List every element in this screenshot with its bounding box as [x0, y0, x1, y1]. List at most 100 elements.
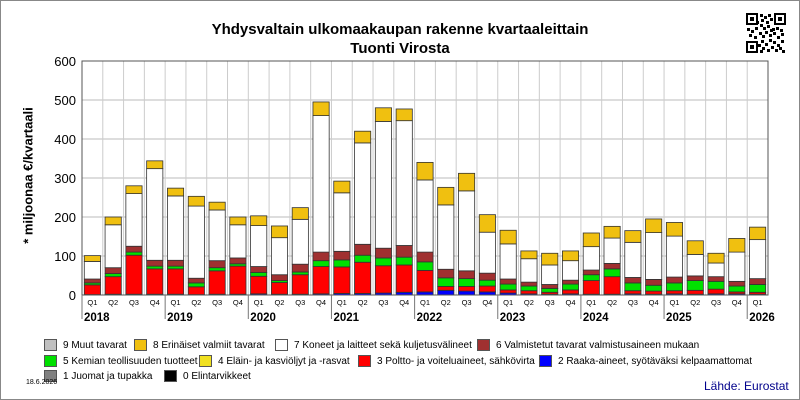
bar-segment — [499, 283, 517, 291]
bar-segment — [374, 265, 392, 294]
bar-segment — [562, 250, 580, 262]
bar-segment — [187, 195, 205, 207]
bar-segment — [208, 267, 226, 272]
bar-segment — [104, 273, 122, 278]
qr-code-icon — [746, 13, 786, 53]
bar-segment — [749, 278, 767, 285]
x-tick-label: Q2 — [441, 298, 451, 307]
bar-segment — [250, 266, 268, 273]
bar-segment — [499, 229, 517, 245]
bar-segment — [749, 239, 767, 280]
x-tick-label: Q2 — [191, 298, 201, 307]
chart-title: Yhdysvaltain ulkomaakaupan rakenne kvart… — [160, 20, 640, 58]
year-label: 2019 — [167, 312, 193, 324]
bar-segment — [167, 187, 185, 197]
bar-segment — [520, 281, 538, 287]
bar-segment — [624, 230, 642, 243]
legend-label: 2 Raaka-aineet, syötäväksi kelpaamattoma… — [558, 355, 752, 367]
bar-segment — [187, 282, 205, 288]
bar-segment — [458, 270, 476, 280]
bar-segment — [665, 290, 683, 295]
year-label: 2018 — [84, 312, 110, 324]
y-tick-label: 0 — [69, 288, 76, 303]
bar-segment — [707, 276, 725, 282]
bar-segment — [582, 280, 600, 295]
x-tick-label: Q3 — [295, 298, 305, 307]
bar-segment — [499, 243, 517, 280]
bar-segment — [146, 160, 164, 170]
bar-segment — [146, 259, 164, 267]
bar-segment — [354, 243, 372, 256]
bar-segment — [187, 286, 205, 296]
bar-segment — [520, 285, 538, 292]
legend-item: 2 Raaka-aineet, syötäväksi kelpaamattoma… — [539, 355, 752, 367]
bar-segment — [582, 246, 600, 271]
bar-segment — [125, 185, 143, 195]
bar-segment — [250, 215, 268, 226]
bar-segment — [582, 274, 600, 281]
bar-segment — [624, 282, 642, 292]
bar-segment — [312, 260, 330, 267]
bar-segment — [208, 260, 226, 269]
x-tick-label: Q1 — [254, 298, 264, 307]
legend-label: 3 Poltto- ja voiteluaineet, sähkövirta — [377, 355, 535, 367]
bar-segment — [603, 225, 621, 239]
bar-segment — [83, 284, 101, 296]
bar-segment — [541, 287, 559, 293]
bar-segment — [458, 190, 476, 272]
bar-segment — [458, 278, 476, 287]
bar-segment — [167, 268, 185, 295]
legend-label: 5 Kemian teollisuuden tuotteet — [63, 355, 198, 367]
x-tick-label: Q2 — [524, 298, 534, 307]
bar-segment — [416, 251, 434, 263]
bar-segment — [270, 282, 288, 295]
bar-segment — [458, 290, 476, 296]
legend-label: 0 Elintarvikkeet — [183, 370, 251, 382]
bar-segment — [458, 286, 476, 292]
bar-segment — [603, 237, 621, 264]
bar-segment — [624, 290, 642, 295]
legend-swatch — [44, 339, 57, 351]
legend-swatch — [199, 355, 212, 367]
bar-segment — [582, 232, 600, 248]
bar-segment — [250, 225, 268, 267]
bar-segment — [270, 225, 288, 239]
y-tick-label: 100 — [54, 249, 76, 264]
bar-segment — [187, 205, 205, 279]
bar-segment — [541, 252, 559, 266]
x-tick-label: Q4 — [316, 298, 326, 307]
bar-segment — [291, 271, 309, 276]
x-tick-label: Q3 — [212, 298, 222, 307]
legend-item: 1 Juomat ja tupakka — [44, 370, 153, 382]
bar-segment — [395, 264, 413, 293]
bar-segment — [478, 214, 496, 233]
bar-segment — [167, 259, 185, 267]
source-note: Lähde: Eurostat — [704, 379, 789, 393]
bar-segment — [354, 254, 372, 263]
bar-segment — [437, 268, 455, 279]
y-tick-label: 200 — [54, 210, 76, 225]
bar-segment — [541, 264, 559, 285]
bar-segment — [104, 276, 122, 295]
year-label: 2023 — [500, 312, 526, 324]
bar-segment — [333, 192, 351, 252]
bar-segment — [582, 269, 600, 276]
bar-segment — [270, 237, 288, 276]
bar-segment — [374, 247, 392, 259]
year-label: 2021 — [333, 312, 359, 324]
bar-segment — [125, 193, 143, 247]
legend-label: 7 Koneet ja laitteet sekä kuljetusväline… — [294, 339, 472, 351]
legend-swatch — [358, 355, 371, 367]
bar-segment — [665, 276, 683, 284]
year-label: 2025 — [666, 312, 692, 324]
x-tick-label: Q2 — [358, 298, 368, 307]
bar-segment — [665, 222, 683, 237]
bar-segment — [562, 289, 580, 295]
legend-item: 8 Erinäiset valmiit tavarat — [134, 339, 265, 351]
bar-segment — [250, 271, 268, 277]
bar-segment — [395, 108, 413, 122]
bar-segment — [478, 231, 496, 274]
bar-segment — [707, 280, 725, 290]
bar-segment — [665, 282, 683, 292]
bar-segment — [645, 290, 663, 295]
